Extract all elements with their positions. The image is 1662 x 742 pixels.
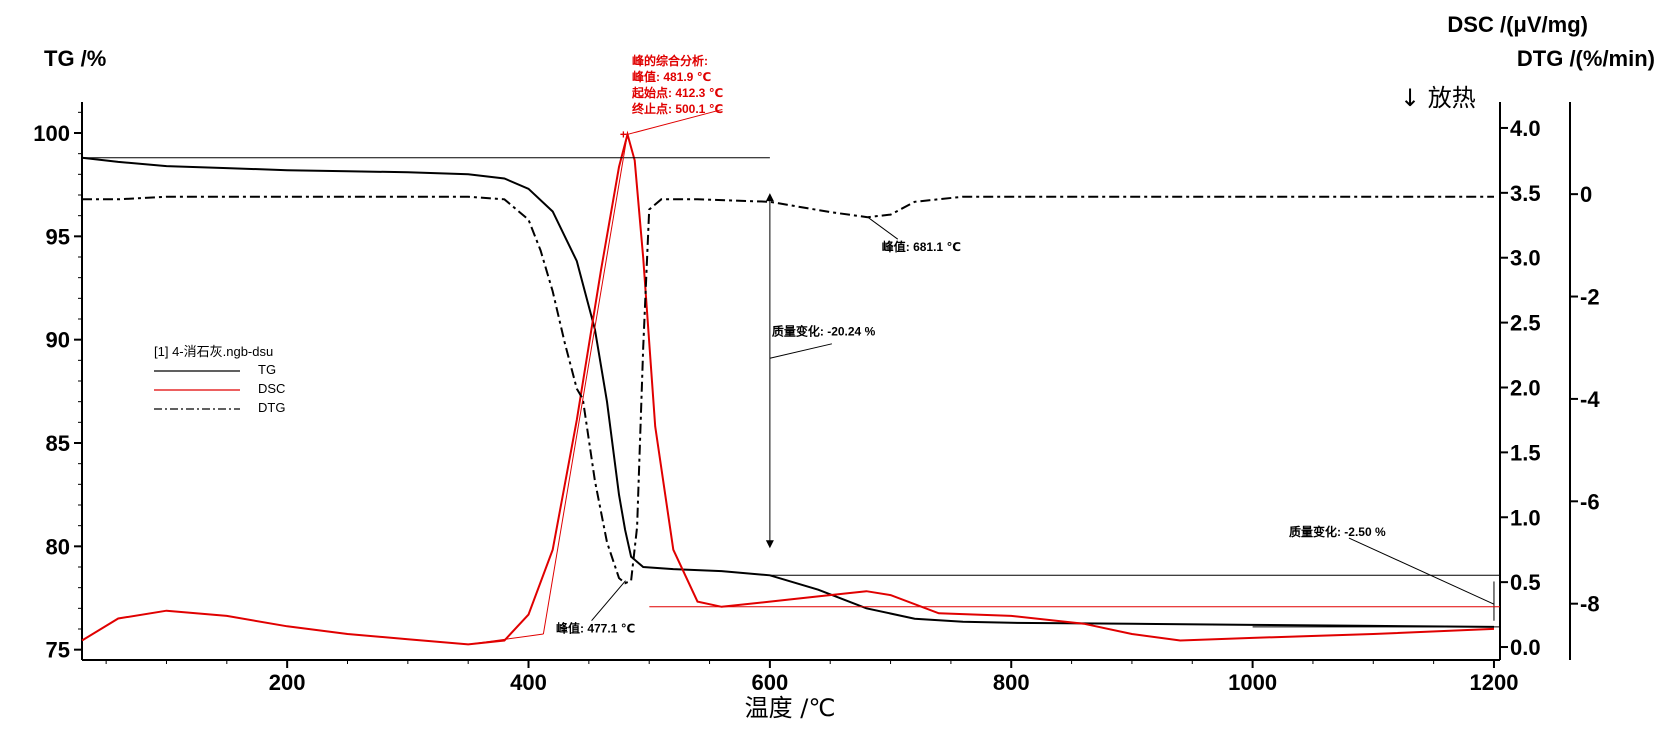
dsc-peak-analysis-line: 终止点: 500.1 ℃ xyxy=(632,101,723,116)
x-axis-title: 温度 /℃ xyxy=(745,694,836,722)
legend-dsc-label: DSC xyxy=(258,381,285,396)
mass-change1-label: 质量变化: -20.24 % xyxy=(772,324,876,339)
series-dsc xyxy=(81,130,1495,646)
dtg-axis-title: DTG /(%/min) xyxy=(1517,46,1655,71)
dsc-baseline-left xyxy=(468,633,544,645)
x-tick-label: 600 xyxy=(752,670,789,695)
dsc-peak-analysis-line: 峰的综合分析: xyxy=(632,53,708,68)
tg-tick-label: 90 xyxy=(46,328,70,353)
dtg-tick-label: -4 xyxy=(1580,387,1600,412)
dtg-peak1-leader xyxy=(591,580,626,621)
dsc-tick-label: 2.5 xyxy=(1510,311,1541,336)
dtg-peak1-label: 峰值: 477.1 ℃ xyxy=(556,621,635,636)
series-layer xyxy=(81,130,1495,646)
tg-axis-title: TG /% xyxy=(44,46,106,71)
tg-tick-label: 95 xyxy=(46,224,70,249)
dsc-onset-tangent xyxy=(542,134,628,635)
dsc-peak-analysis-line: 起始点: 412.3 ℃ xyxy=(631,85,723,100)
tg-tick-label: 80 xyxy=(46,534,70,559)
tg-tick-label: 75 xyxy=(46,638,70,663)
x-tick-label: 800 xyxy=(993,670,1030,695)
dtg-peak2-leader xyxy=(867,216,899,240)
dsc-tick-label: 1.0 xyxy=(1510,505,1541,530)
mass-change1-arrowhead-up xyxy=(765,193,774,202)
dsc-axis-title: DSC /(μV/mg) xyxy=(1447,12,1588,37)
x-tick-label: 200 xyxy=(269,670,306,695)
dsc-tick-label: 0.5 xyxy=(1510,570,1541,595)
tg-tick-label: 85 xyxy=(46,431,70,456)
tg-tick-label: 100 xyxy=(33,121,70,146)
dtg-tick-label: 0 xyxy=(1580,182,1592,207)
ticks-layer: 200 400 600 800 1000 1200 75 80 85 90 95 100 0.0 0.5 1… xyxy=(33,111,1600,695)
exo-direction-label: ↓ 放热 xyxy=(1400,84,1476,112)
dsc-tick-label: 4.0 xyxy=(1510,116,1541,141)
legend-title: [1] 4-消石灰.ngb-dsu xyxy=(154,344,273,359)
dsc-tick-label: 2.0 xyxy=(1510,375,1541,400)
dsc-peak-leader xyxy=(627,108,723,135)
mass-change1-leader xyxy=(769,343,832,359)
annotations-layer: 质量变化: -20.24 %质量变化: -2.50 %+峰的综合分析:峰值: 4… xyxy=(82,53,1500,645)
dtg-peak2-label: 峰值: 681.1 ℃ xyxy=(882,239,961,254)
dsc-tick-label: 3.5 xyxy=(1510,181,1541,206)
series-tg xyxy=(81,156,1495,628)
mass-change1-arrowhead-down xyxy=(765,540,774,549)
series-dtg xyxy=(82,195,1494,585)
legend-tg-label: TG xyxy=(258,362,276,377)
dsc-peak-marker: + xyxy=(620,127,627,141)
dtg-tick-label: -6 xyxy=(1580,489,1600,514)
dsc-tick-label: 1.5 xyxy=(1510,440,1541,465)
legend: [1] 4-消石灰.ngb-dsu TG DSC DTG xyxy=(154,344,285,415)
dtg-tick-label: -8 xyxy=(1580,592,1600,617)
dsc-peak-analysis-line: 峰值: 481.9 ℃ xyxy=(632,69,711,84)
x-tick-label: 400 xyxy=(510,670,547,695)
legend-dtg-label: DTG xyxy=(258,400,285,415)
dsc-tick-label: 3.0 xyxy=(1510,246,1541,271)
dsc-tick-label: 0.0 xyxy=(1510,635,1541,660)
x-tick-label: 1000 xyxy=(1228,670,1277,695)
x-tick-label: 1200 xyxy=(1469,670,1518,695)
dtg-tick-label: -2 xyxy=(1580,285,1600,310)
mass-change2-leader xyxy=(1348,537,1495,605)
mass-change2-label: 质量变化: -2.50 % xyxy=(1289,524,1386,539)
